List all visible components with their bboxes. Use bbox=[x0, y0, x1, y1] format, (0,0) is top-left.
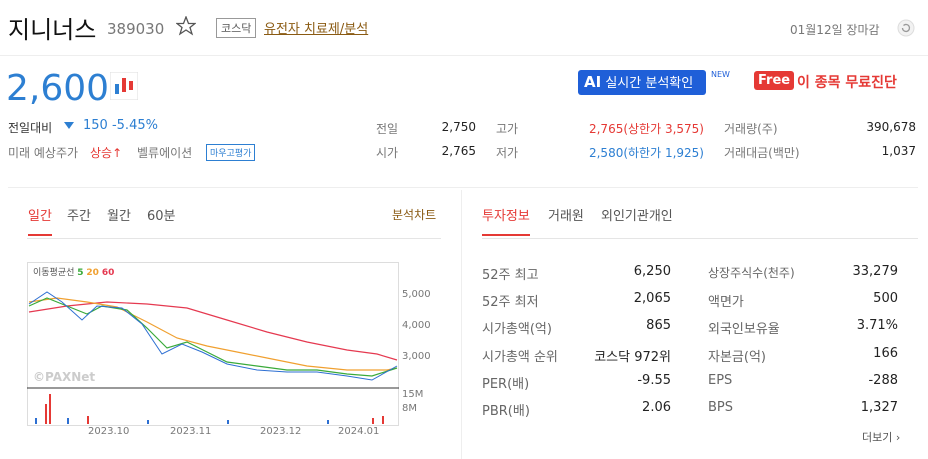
volume-label: 15M bbox=[402, 389, 424, 400]
info-label: 시가총액 순위 bbox=[482, 349, 558, 365]
free-diagnosis[interactable]: 이 종목 무료진단 bbox=[797, 75, 897, 91]
info-label: 52주 최고 bbox=[482, 268, 539, 283]
quote-value: 2,765 bbox=[441, 144, 476, 158]
info-value: 500 bbox=[873, 291, 898, 307]
quote-value: 2,765(상한가 3,575) bbox=[588, 122, 704, 136]
change-amount: 150 bbox=[83, 118, 108, 133]
tab-line bbox=[27, 238, 441, 239]
y-label: 4,000 bbox=[402, 320, 431, 331]
info-value: -288 bbox=[868, 372, 898, 388]
info-label: 액면가 bbox=[708, 295, 744, 311]
forecast-label: 미래 예상주가 bbox=[8, 146, 79, 160]
price-change: 150 -5.45% bbox=[83, 118, 158, 133]
info-label: 외국인보유율 bbox=[708, 322, 780, 338]
info-value: 166 bbox=[873, 345, 898, 361]
tab[interactable]: 일간 bbox=[28, 205, 52, 236]
info-label: PER(배) bbox=[482, 376, 530, 392]
info-label: 상장주식수(천주) bbox=[708, 266, 795, 280]
quote-label: 고가 bbox=[496, 122, 519, 136]
tab[interactable]: 60분 bbox=[147, 209, 176, 224]
ma-label: 이동평균선 bbox=[33, 268, 75, 278]
x-label: 2023.10 bbox=[88, 426, 130, 437]
valuation-label: 벨류에이션 bbox=[137, 146, 193, 160]
info-value: 865 bbox=[646, 318, 671, 334]
tab[interactable]: 월간 bbox=[107, 209, 131, 224]
info-value: -9.55 bbox=[637, 372, 671, 388]
forecast-value: 상승↑ bbox=[90, 146, 123, 160]
forecast: 상승 bbox=[90, 146, 113, 160]
watermark: ©PAXNet bbox=[33, 370, 96, 384]
valuation-badge[interactable]: 마우고평가 bbox=[206, 144, 256, 161]
new-badge: NEW bbox=[711, 70, 730, 79]
chart-icon[interactable] bbox=[110, 72, 138, 100]
tab-line bbox=[482, 238, 918, 239]
chart-link[interactable]: 분석차트 bbox=[392, 208, 437, 222]
info-value: 33,279 bbox=[852, 264, 899, 279]
quote-label: 시가 bbox=[376, 146, 399, 160]
mini-chart bbox=[27, 262, 399, 426]
tab[interactable]: 외인기관개인 bbox=[601, 209, 673, 224]
quote-label: 거래대금(백만) bbox=[724, 146, 800, 160]
info-label: BPS bbox=[708, 400, 734, 415]
tab[interactable]: 투자정보 bbox=[482, 205, 530, 236]
tab[interactable]: 주간 bbox=[67, 209, 91, 224]
market-date: 01월12일 장마감 bbox=[790, 23, 880, 37]
info-value: 3.71% bbox=[856, 318, 898, 334]
free-badge[interactable]: Free bbox=[754, 71, 795, 90]
y-label: 5,000 bbox=[402, 289, 431, 300]
info-value: 1,327 bbox=[860, 400, 898, 415]
quote-value: 2,580(하한가 1,925) bbox=[588, 146, 704, 160]
quote-label: 저가 bbox=[496, 146, 519, 160]
down-arrow bbox=[64, 122, 74, 129]
current-price: 2,600 bbox=[6, 68, 110, 109]
x-label: 2023.12 bbox=[260, 426, 302, 437]
volume-label: 8M bbox=[402, 403, 417, 414]
x-label: 2023.11 bbox=[170, 426, 212, 437]
ai-button[interactable]: AI 실시간 분석확인 bbox=[578, 70, 706, 95]
info-label: 52주 최저 bbox=[482, 295, 539, 311]
ma-20: 20 bbox=[86, 268, 99, 278]
ai-text: 실시간 분석확인 bbox=[605, 76, 694, 91]
refresh-icon[interactable] bbox=[897, 19, 915, 37]
stock-name: 지니너스 bbox=[8, 16, 97, 44]
divider bbox=[461, 190, 462, 459]
quote-value: 390,678 bbox=[866, 120, 916, 134]
info-value: 2,065 bbox=[633, 291, 671, 307]
quote-value: 2,750 bbox=[441, 120, 476, 134]
ma-60: 60 bbox=[101, 268, 115, 278]
more-text: 더보기 bbox=[862, 431, 893, 444]
divider bbox=[0, 55, 928, 56]
change-pct: -5.45% bbox=[111, 118, 158, 133]
quote-label: 거래량(주) bbox=[724, 122, 778, 136]
ma-legend: 이동평균선 5 20 60 bbox=[33, 265, 114, 278]
stock-code: 389030 bbox=[107, 20, 165, 38]
y-label: 3,000 bbox=[402, 351, 431, 362]
info-value: 2.06 bbox=[642, 400, 671, 415]
info-label: PBR(배) bbox=[482, 404, 530, 419]
sector-link[interactable]: 유전자 치료제/분석 bbox=[264, 22, 369, 37]
quote-value: 1,037 bbox=[881, 144, 916, 158]
info-value: 코스닥 972위 bbox=[594, 349, 671, 365]
info-value: 6,250 bbox=[633, 264, 671, 279]
info-label: 자본금(억) bbox=[708, 349, 766, 365]
market-badge: 코스닥 bbox=[216, 18, 257, 38]
quote-label: 전일 bbox=[376, 122, 399, 136]
info-label: 시가총액(억) bbox=[482, 322, 552, 338]
favorite-star[interactable] bbox=[176, 16, 196, 36]
ma-5: 5 bbox=[77, 268, 84, 278]
change-label: 전일대비 bbox=[8, 121, 53, 135]
info-label: EPS bbox=[708, 372, 733, 388]
more-link[interactable]: 더보기 › bbox=[862, 431, 901, 444]
divider bbox=[8, 187, 918, 188]
tab[interactable]: 거래원 bbox=[548, 209, 584, 224]
x-label: 2024.01 bbox=[338, 426, 380, 437]
ai-label: AI bbox=[584, 73, 602, 91]
